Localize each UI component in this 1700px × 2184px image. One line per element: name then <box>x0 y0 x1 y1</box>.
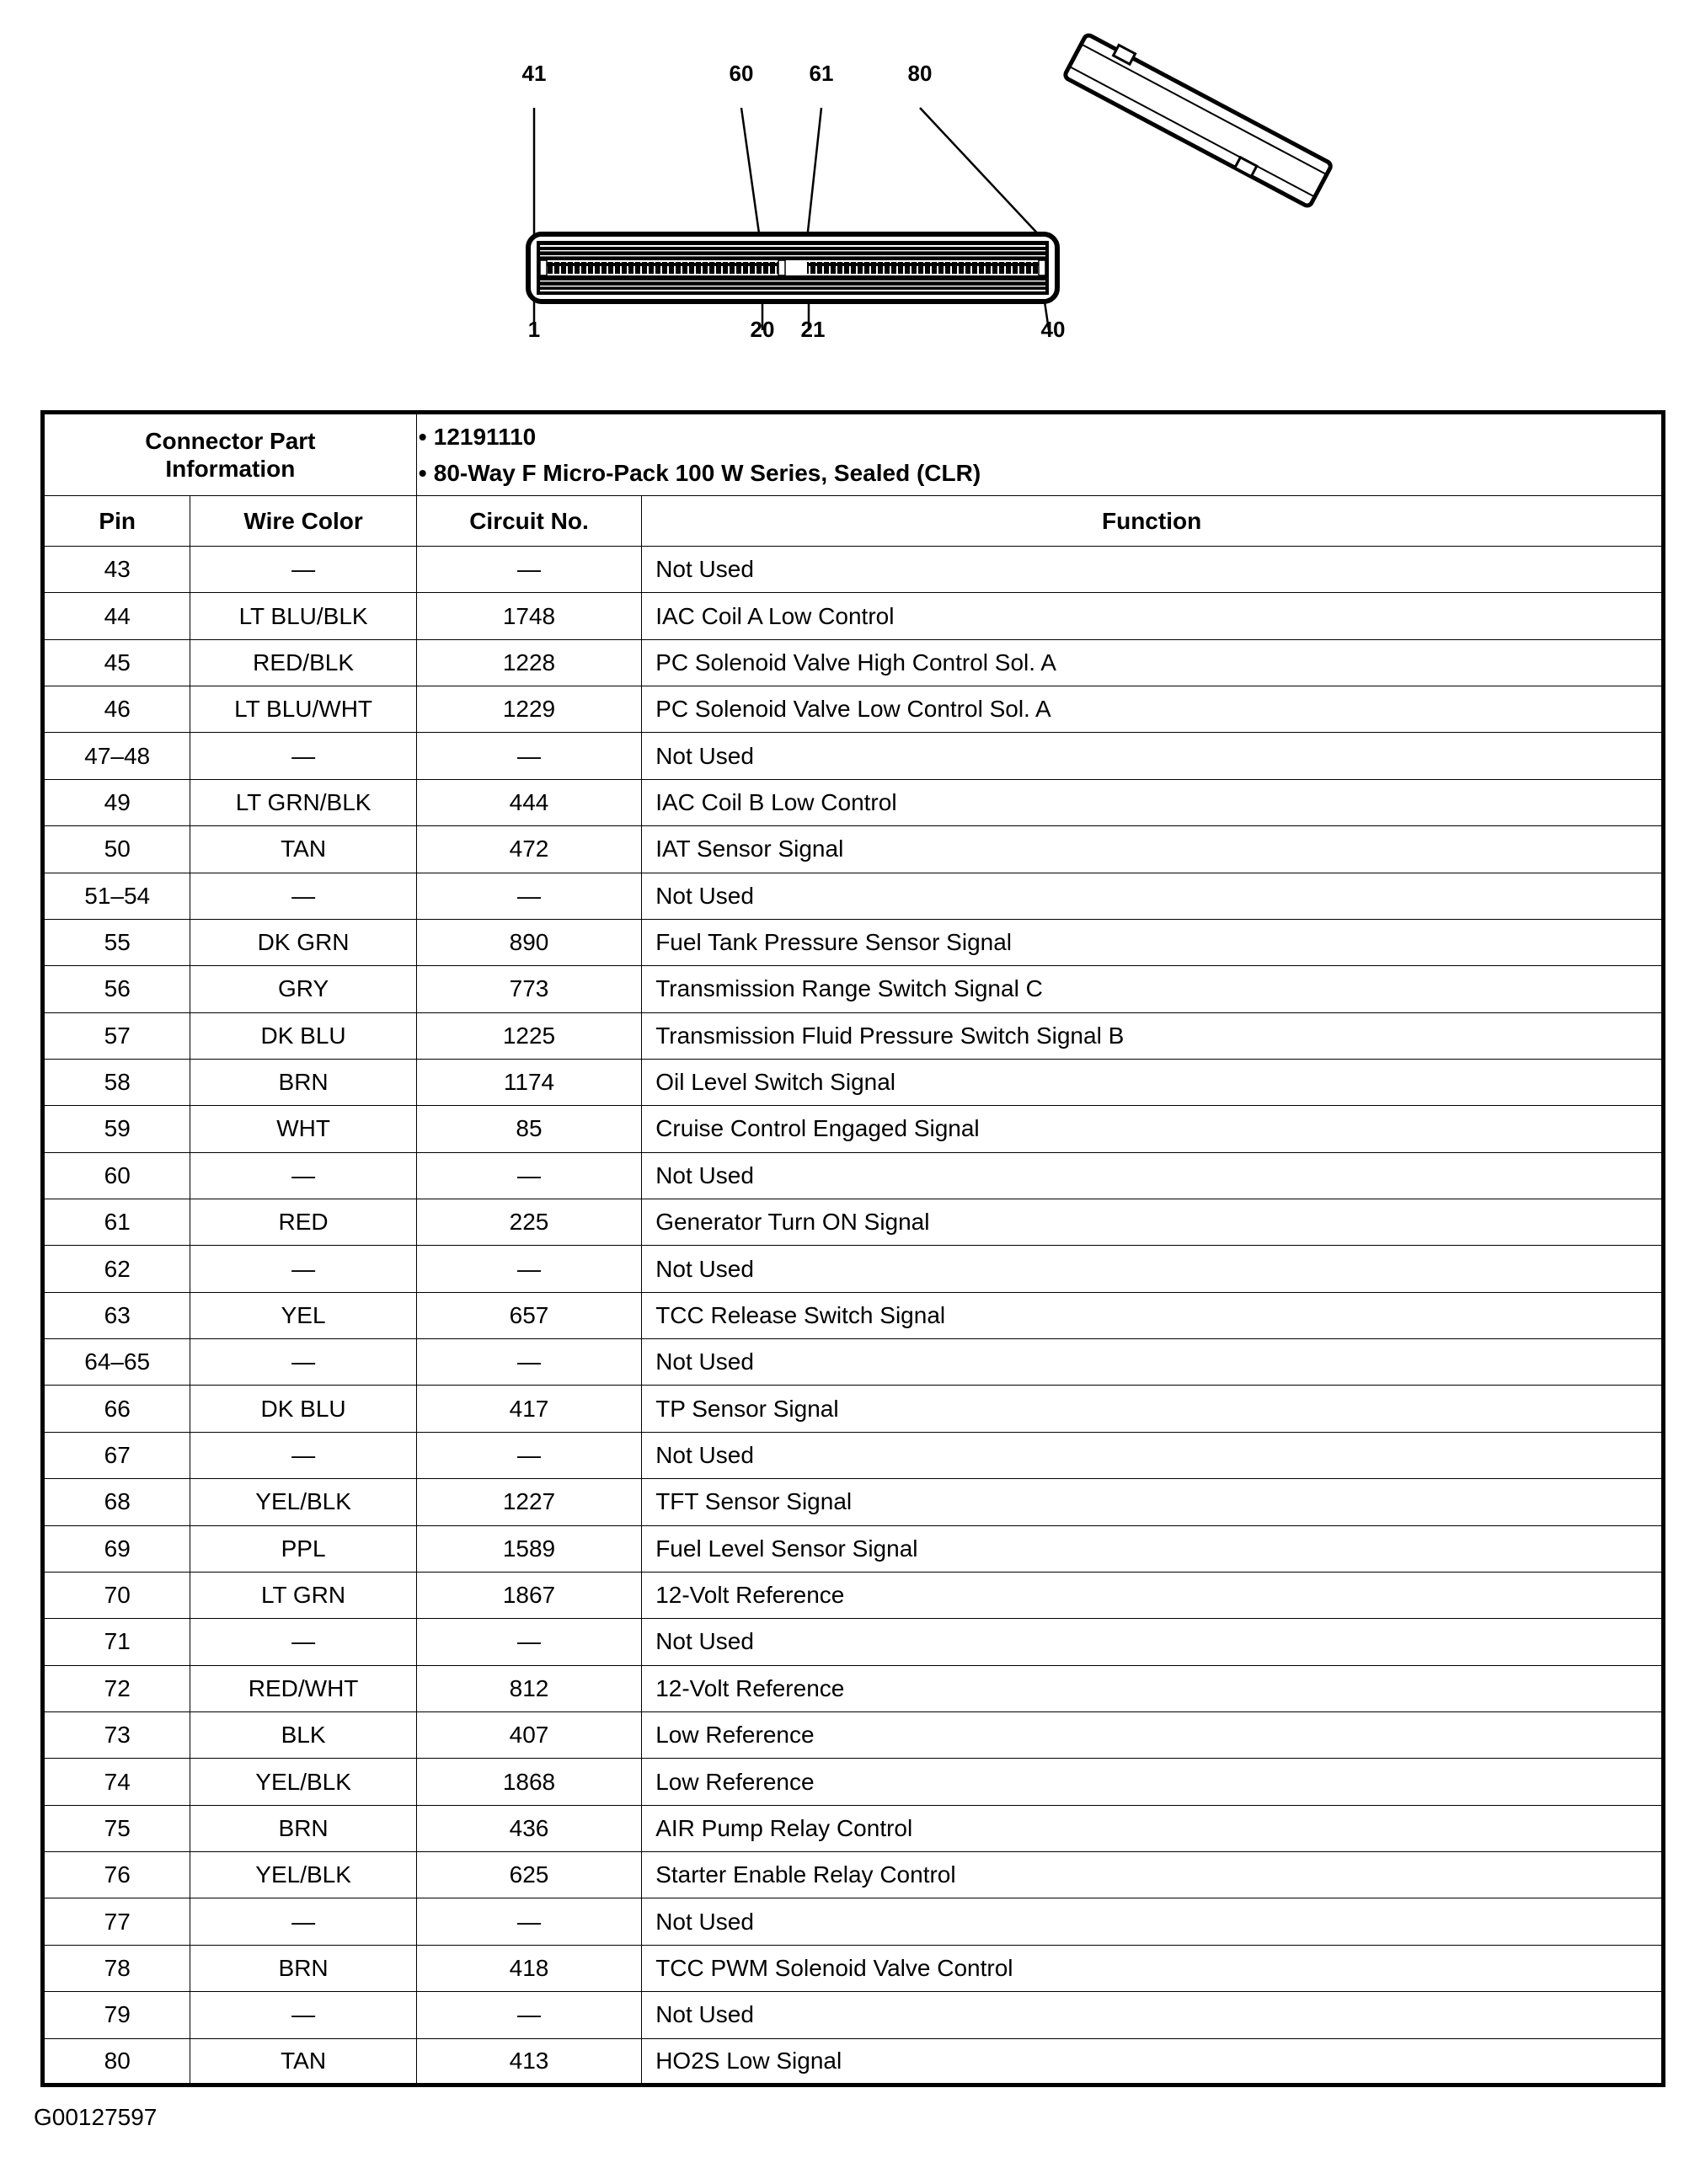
svg-text:80: 80 <box>908 61 933 86</box>
svg-text:41: 41 <box>522 61 547 86</box>
svg-text:61: 61 <box>810 61 834 86</box>
svg-text:21: 21 <box>801 317 826 342</box>
svg-text:40: 40 <box>1041 317 1066 342</box>
svg-text:60: 60 <box>730 61 754 86</box>
